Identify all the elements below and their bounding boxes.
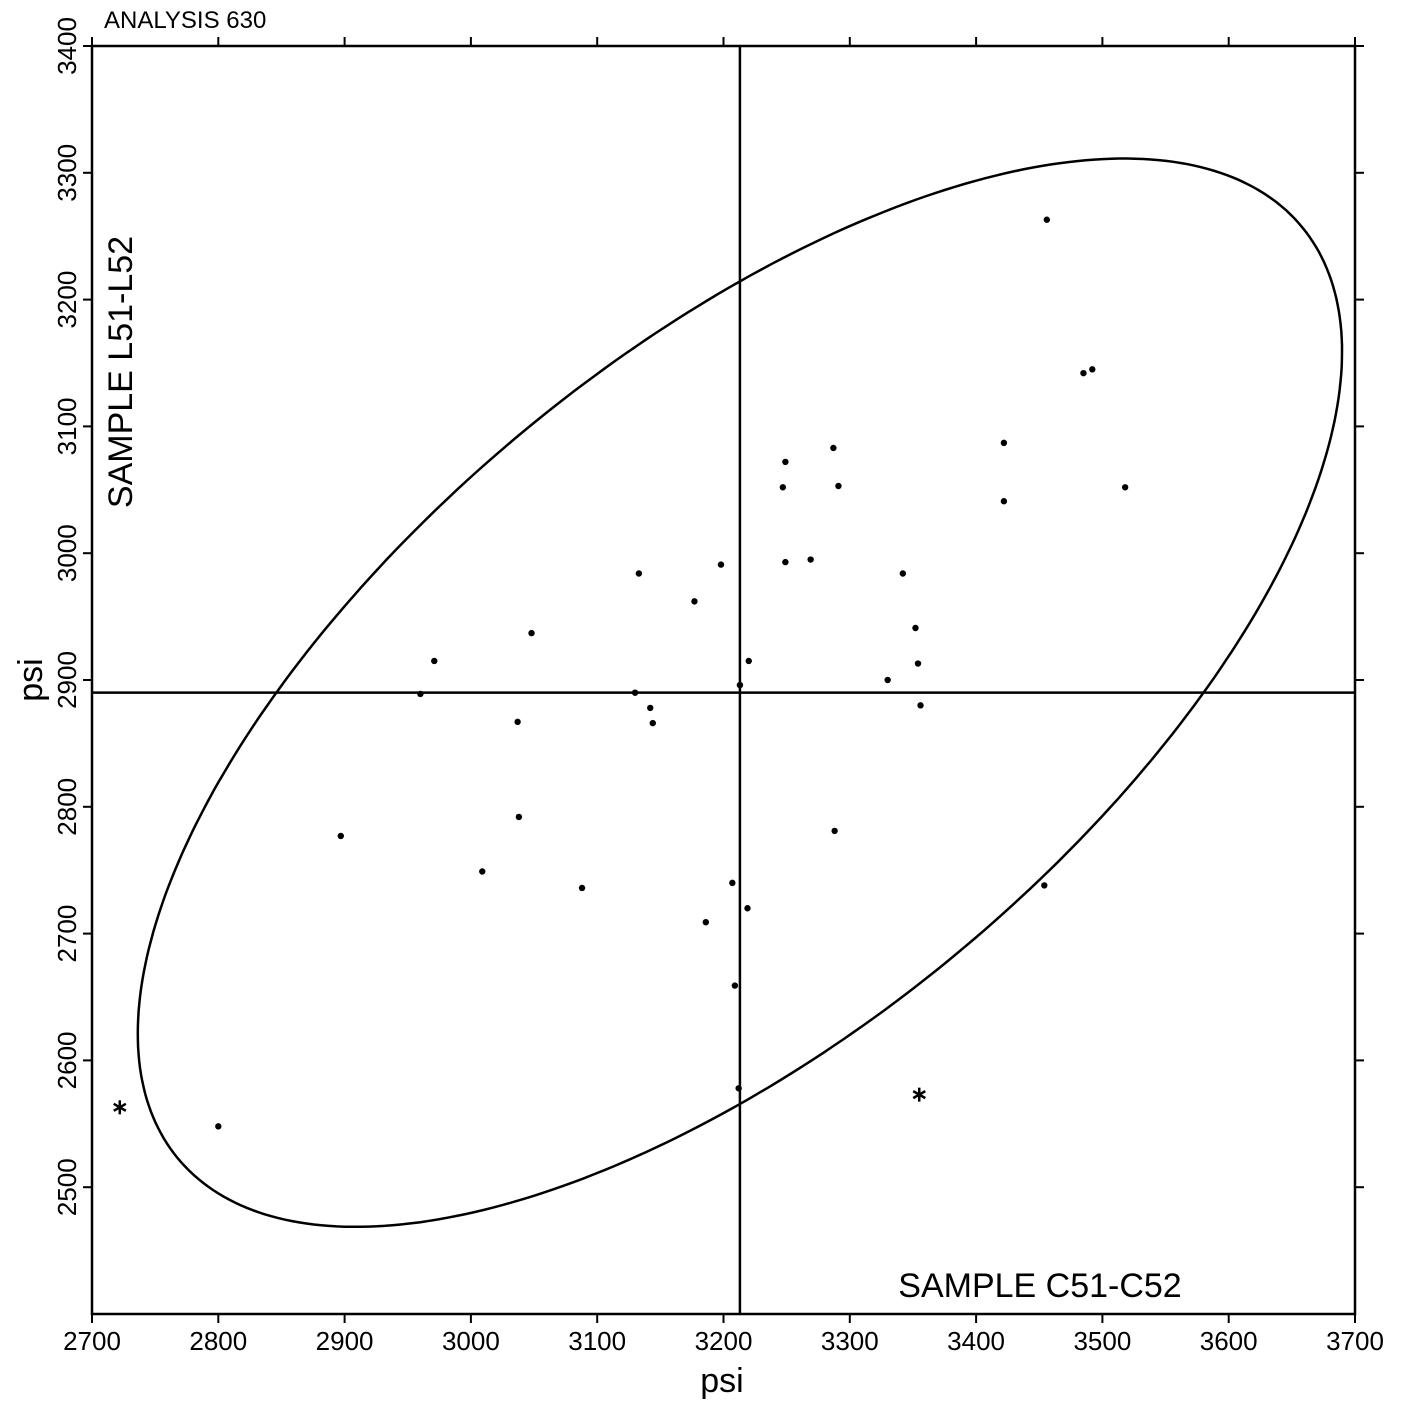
data-point [647, 705, 653, 711]
data-point [830, 445, 836, 451]
data-points [215, 217, 1128, 1130]
data-point [884, 677, 890, 683]
data-point [780, 484, 786, 490]
y-axis-title: psi [12, 658, 50, 701]
y-tick-label: 3100 [52, 397, 82, 455]
outlier-points [114, 1088, 926, 1115]
y-tick-label: 3400 [52, 17, 82, 75]
data-point [338, 833, 344, 839]
data-point [835, 483, 841, 489]
data-point [1089, 366, 1095, 372]
x-tick-label: 3500 [1073, 1326, 1131, 1356]
y-tick-label: 2800 [52, 778, 82, 836]
data-point [744, 905, 750, 911]
data-point [215, 1123, 221, 1129]
data-point [650, 720, 656, 726]
x-tick-label: 2900 [316, 1326, 374, 1356]
x-tick-label: 3000 [442, 1326, 500, 1356]
data-point [516, 814, 522, 820]
x-tick-label: 3200 [695, 1326, 753, 1356]
data-point [431, 658, 437, 664]
y-tick-label: 2900 [52, 651, 82, 709]
data-point [917, 702, 923, 708]
data-point [1122, 484, 1128, 490]
x-tick-label: 3100 [568, 1326, 626, 1356]
data-point [729, 880, 735, 886]
x-tick-label: 3600 [1200, 1326, 1258, 1356]
reference-lines [92, 46, 1355, 1314]
data-point [703, 919, 709, 925]
y-tick-label: 3200 [52, 271, 82, 329]
data-point [718, 561, 724, 567]
data-point [632, 689, 638, 695]
data-point [782, 559, 788, 565]
data-point [514, 719, 520, 725]
x-tick-label: 2700 [63, 1326, 121, 1356]
x-tick-label: 3300 [821, 1326, 879, 1356]
outlier-point [913, 1088, 925, 1102]
data-point [831, 828, 837, 834]
x-sample-label: SAMPLE C51-C52 [898, 1267, 1181, 1305]
data-point [636, 570, 642, 576]
y-sample-label: SAMPLE L51-L52 [102, 236, 140, 508]
data-point [1041, 882, 1047, 888]
data-point [782, 459, 788, 465]
data-point [746, 658, 752, 664]
data-point [479, 868, 485, 874]
y-tick-label: 3000 [52, 524, 82, 582]
data-point [732, 982, 738, 988]
data-point [737, 682, 743, 688]
data-point [1001, 498, 1007, 504]
y-tick-label: 2700 [52, 905, 82, 963]
data-point [807, 556, 813, 562]
y-tick-label: 2600 [52, 1031, 82, 1089]
data-point [912, 625, 918, 631]
data-point [528, 630, 534, 636]
x-tick-label: 3400 [947, 1326, 1005, 1356]
x-axis-title: psi [700, 1362, 743, 1400]
data-point [735, 1085, 741, 1091]
plot-frame [92, 46, 1355, 1314]
data-point [417, 691, 423, 697]
data-point [1044, 217, 1050, 223]
data-point [1001, 440, 1007, 446]
data-point [579, 885, 585, 891]
x-tick-label: 3700 [1326, 1326, 1384, 1356]
x-tick-label: 2800 [189, 1326, 247, 1356]
data-point [1080, 370, 1086, 376]
y-tick-label: 2500 [52, 1158, 82, 1216]
y-tick-label: 3300 [52, 144, 82, 202]
axis-tick-labels: 2700 2800 2900 3000 3100 3200 3300 3400 3500 3600… [52, 17, 1384, 1356]
data-point [691, 598, 697, 604]
data-point [915, 660, 921, 666]
data-point [900, 570, 906, 576]
chart-title: ANALYSIS 630 [104, 7, 266, 34]
axis-ticks [83, 37, 1364, 1323]
outlier-point [114, 1100, 126, 1114]
